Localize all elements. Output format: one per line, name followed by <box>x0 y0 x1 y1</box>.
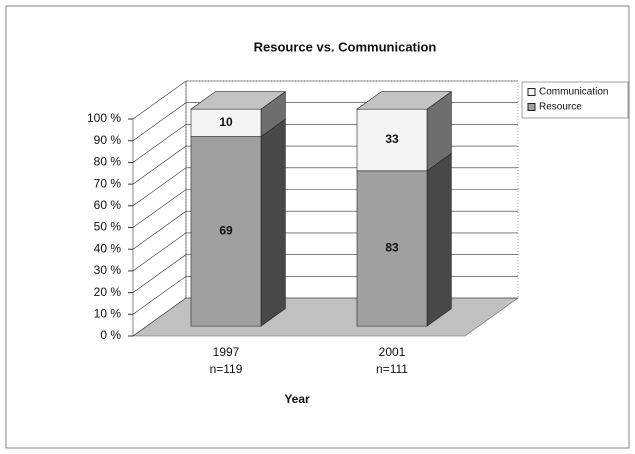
x-tick-label: 1997 <box>213 345 240 359</box>
y-tick-label: 50 % <box>94 220 122 234</box>
y-tick-label: 20 % <box>94 285 122 299</box>
y-tick-label: 10 % <box>94 306 122 320</box>
legend-swatch <box>527 103 536 111</box>
y-tick-label: 30 % <box>94 263 122 277</box>
legend-label: Communication <box>539 87 608 98</box>
x-tick-sublabel: n=111 <box>376 362 408 376</box>
data-label: 33 <box>385 132 399 146</box>
y-tick-label: 70 % <box>94 176 122 190</box>
y-tick-label: 60 % <box>94 198 122 212</box>
y-tick-label: 100 % <box>87 111 121 125</box>
y-tick-label: 0 % <box>100 328 121 342</box>
bar-side <box>426 152 452 327</box>
y-tick-label: 40 % <box>94 241 122 255</box>
x-axis-title: Year <box>284 392 310 406</box>
data-label: 83 <box>385 241 399 255</box>
y-tick-label: 90 % <box>94 133 122 147</box>
y-tick-label: 80 % <box>94 155 122 169</box>
legend-box <box>521 81 629 119</box>
bar-top <box>190 91 287 110</box>
chart-title: Resource vs. Communication <box>254 39 437 54</box>
legend-label: Resource <box>539 102 582 113</box>
grid-line <box>132 80 518 120</box>
bar-side <box>260 118 286 327</box>
data-label: 69 <box>219 224 233 238</box>
x-tick-label: 2001 <box>379 345 406 359</box>
legend-swatch <box>527 88 536 96</box>
x-tick-sublabel: n=119 <box>210 362 243 376</box>
data-label: 10 <box>219 115 233 129</box>
bar-top <box>356 91 453 110</box>
